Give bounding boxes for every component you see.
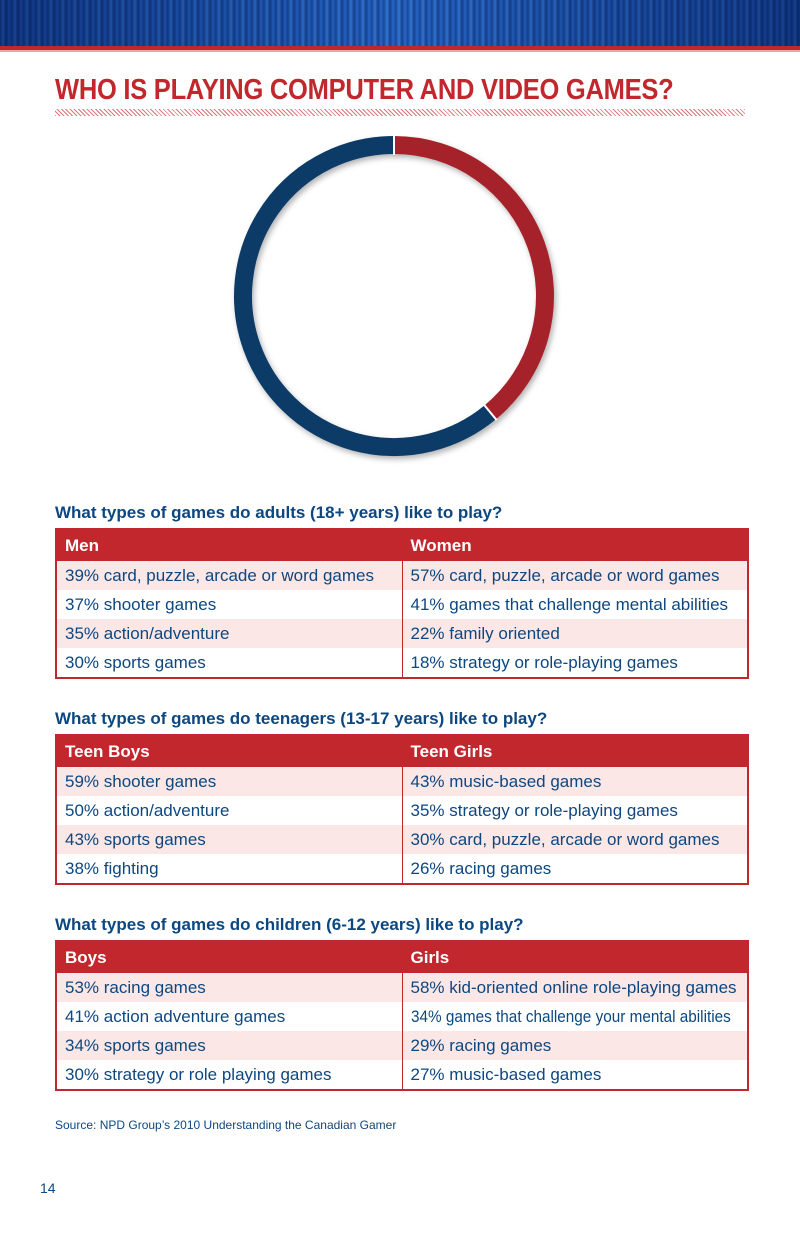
table-cell: 43% music-based games (402, 767, 748, 796)
table-row: 38% fighting 26% racing games (56, 854, 748, 884)
table-cell: 22% family oriented (402, 619, 748, 648)
table-cell: 57% card, puzzle, arcade or word games (402, 561, 748, 590)
table-cell: 18% strategy or role-playing games (402, 648, 748, 678)
table-row: 41% action adventure games 34% games tha… (56, 1002, 748, 1031)
column-header-boys: Boys (56, 941, 403, 973)
ring-slice-1 (234, 136, 496, 456)
table-cell: 43% sports games (56, 825, 403, 854)
title-underline-hatch (55, 109, 745, 116)
table-cell: 37% shooter games (56, 590, 403, 619)
table-cell: 53% racing games (56, 973, 403, 1002)
table-cell: 30% card, puzzle, arcade or word games (402, 825, 748, 854)
table-cell: 27% music-based games (402, 1060, 748, 1090)
table-cell-text: 34% games that challenge your mental abi… (410, 1006, 731, 1026)
table-cell: 50% action/adventure (56, 796, 403, 825)
table-row: 53% racing games 58% kid-oriented online… (56, 973, 748, 1002)
table-cell: 39% card, puzzle, arcade or word games (56, 561, 403, 590)
table-cell: 38% fighting (56, 854, 403, 884)
column-header-teen-girls: Teen Girls (402, 735, 748, 767)
adults-games-table: Men Women 39% card, puzzle, arcade or wo… (55, 528, 749, 679)
page-number: 14 (40, 1180, 56, 1196)
table-cell: 34% games that challenge your mental abi… (402, 1002, 748, 1031)
table-cell: 30% strategy or role playing games (56, 1060, 403, 1090)
page-title: WHO IS PLAYING COMPUTER AND VIDEO GAMES? (55, 74, 674, 106)
table-row: 30% sports games 18% strategy or role-pl… (56, 648, 748, 678)
section-heading-teenagers: What types of games do teenagers (13-17 … (55, 709, 548, 728)
table-cell: 59% shooter games (56, 767, 403, 796)
banner-rule (0, 46, 800, 50)
children-games-table: Boys Girls 53% racing games 58% kid-orie… (55, 940, 749, 1091)
table-header-row: Men Women (56, 529, 748, 561)
table-header-row: Boys Girls (56, 941, 748, 973)
table-cell: 34% sports games (56, 1031, 403, 1060)
table-row: 37% shooter games 41% games that challen… (56, 590, 748, 619)
table-cell: 41% games that challenge mental abilitie… (402, 590, 748, 619)
column-header-teen-boys: Teen Boys (56, 735, 403, 767)
section-heading-adults: What types of games do adults (18+ years… (55, 503, 503, 522)
table-row: 34% sports games 29% racing games (56, 1031, 748, 1060)
table-cell: 30% sports games (56, 648, 403, 678)
column-header-men: Men (56, 529, 403, 561)
ring-separator-1 (483, 404, 498, 421)
teenagers-games-table: Teen Boys Teen Girls 59% shooter games 4… (55, 734, 749, 885)
column-header-women: Women (402, 529, 748, 561)
table-cell: 35% strategy or role-playing games (402, 796, 748, 825)
table-cell: 41% action adventure games (56, 1002, 403, 1031)
column-header-girls: Girls (402, 941, 748, 973)
table-cell: 26% racing games (402, 854, 748, 884)
section-heading-children: What types of games do children (6-12 ye… (55, 915, 524, 934)
table-row: 30% strategy or role playing games 27% m… (56, 1060, 748, 1090)
table-row: 39% card, puzzle, arcade or word games 5… (56, 561, 748, 590)
gender-ring-chart (224, 135, 564, 476)
banner-rule-light (0, 50, 800, 52)
top-banner-glow (0, 0, 800, 46)
table-row: 50% action/adventure 35% strategy or rol… (56, 796, 748, 825)
ring-slice-0 (393, 136, 554, 420)
source-note: Source: NPD Group’s 2010 Understanding t… (55, 1118, 397, 1132)
table-row: 43% sports games 30% card, puzzle, arcad… (56, 825, 748, 854)
ring-chart-svg (234, 135, 554, 456)
table-cell: 29% racing games (402, 1031, 748, 1060)
table-cell: 35% action/adventure (56, 619, 403, 648)
table-row: 35% action/adventure 22% family oriented (56, 619, 748, 648)
table-header-row: Teen Boys Teen Girls (56, 735, 748, 767)
table-cell: 58% kid-oriented online role-playing gam… (402, 973, 748, 1002)
table-row: 59% shooter games 43% music-based games (56, 767, 748, 796)
